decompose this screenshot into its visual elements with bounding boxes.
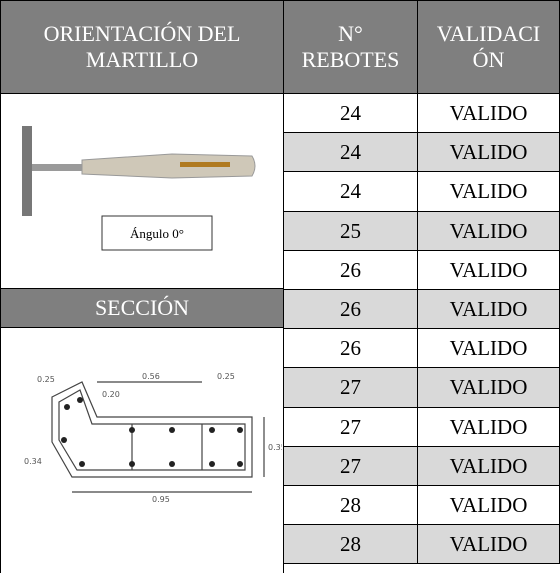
validation: VALIDO <box>449 414 528 439</box>
table-cell: VALIDO <box>417 289 560 330</box>
dimension: 0.34 <box>24 457 42 466</box>
table-cell: VALIDO <box>417 171 560 212</box>
table-cell: VALIDO <box>417 524 560 565</box>
rebound-count: 24 <box>340 140 361 165</box>
validation: VALIDO <box>449 218 528 243</box>
hammer-body <box>81 153 256 179</box>
validation: VALIDO <box>449 375 528 400</box>
dimension: 0.25 <box>37 375 55 384</box>
table-cell: VALIDO <box>417 406 560 447</box>
validation: VALIDO <box>449 532 528 557</box>
dimension: 0.35 <box>268 443 282 452</box>
angle-label: Ángulo 0° <box>130 226 184 241</box>
rebound-count: 28 <box>340 493 361 518</box>
section-title-text: SECCIÓN <box>94 295 190 320</box>
table-cell: 25 <box>283 210 418 251</box>
validation: VALIDO <box>449 257 528 282</box>
validation: VALIDO <box>449 101 528 126</box>
table-cell: 24 <box>283 171 418 212</box>
section-stirrup <box>58 389 246 471</box>
validation: VALIDO <box>449 493 528 518</box>
validation: VALIDO <box>449 179 528 204</box>
dimension: 0.56 <box>142 372 160 381</box>
hammer-rod <box>32 164 82 171</box>
section-outline <box>51 381 253 478</box>
hammer-plate <box>22 126 32 216</box>
table-cell: VALIDO <box>417 445 560 486</box>
validation: VALIDO <box>449 140 528 165</box>
table-cell: VALIDO <box>417 249 560 290</box>
rebound-count: 28 <box>340 532 361 557</box>
rebound-count: 24 <box>340 101 361 126</box>
dimension: 0.25 <box>217 372 235 381</box>
header-line: ORIENTACIÓN DEL <box>43 21 241 46</box>
table-cell: VALIDO <box>417 93 560 134</box>
table-cell: 26 <box>283 289 418 330</box>
validation: VALIDO <box>449 336 528 361</box>
validation: VALIDO <box>449 297 528 322</box>
rebound-count: 27 <box>340 414 361 439</box>
header-cell: ORIENTACIÓN DEL MARTILLO <box>0 0 284 94</box>
dimension: 0.95 <box>152 495 170 504</box>
rebound-count: 27 <box>340 375 361 400</box>
header-line: VALIDACI <box>436 21 541 46</box>
table-cell: 27 <box>283 367 418 408</box>
table-cell: 26 <box>283 249 418 290</box>
header-line: N° <box>338 21 363 46</box>
hammer-cell: Ángulo 0° <box>0 93 284 289</box>
header-line: ÓN <box>472 47 505 72</box>
table-cell: VALIDO <box>417 210 560 251</box>
table-cell: 24 <box>283 93 418 134</box>
section-title: SECCIÓN <box>0 288 284 328</box>
table-cell: 26 <box>283 328 418 369</box>
table-cell: VALIDO <box>417 485 560 526</box>
table-cell: VALIDO <box>417 328 560 369</box>
angle-box <box>101 215 213 251</box>
rebound-count: 26 <box>340 336 361 361</box>
table-cell: 27 <box>283 406 418 447</box>
header-cell: N° REBOTES <box>283 0 418 94</box>
rebound-count: 25 <box>340 218 361 243</box>
hammer-image: Ángulo 0° <box>22 126 256 251</box>
table-cell: VALIDO <box>417 132 560 173</box>
rebound-count: 24 <box>340 179 361 204</box>
header-line: MARTILLO <box>85 47 199 72</box>
section-drawing: 0.25 0.56 0.25 0.20 0.35 0.34 0.95 <box>24 372 282 504</box>
table-cell: 28 <box>283 485 418 526</box>
section-cell: 0.25 0.56 0.25 0.20 0.35 0.34 0.95 <box>0 327 284 573</box>
header-line: REBOTES <box>301 47 400 72</box>
table-cell: 27 <box>283 445 418 486</box>
header-cell: VALIDACI ÓN <box>417 0 560 94</box>
table-cell: 28 <box>283 524 418 565</box>
validation: VALIDO <box>449 453 528 478</box>
rebound-count: 26 <box>340 257 361 282</box>
dimension: 0.20 <box>102 390 120 399</box>
table-cell: VALIDO <box>417 367 560 408</box>
hammer-window <box>180 162 230 167</box>
rebound-count: 27 <box>340 453 361 478</box>
rebound-count: 26 <box>340 297 361 322</box>
table-cell: 24 <box>283 132 418 173</box>
